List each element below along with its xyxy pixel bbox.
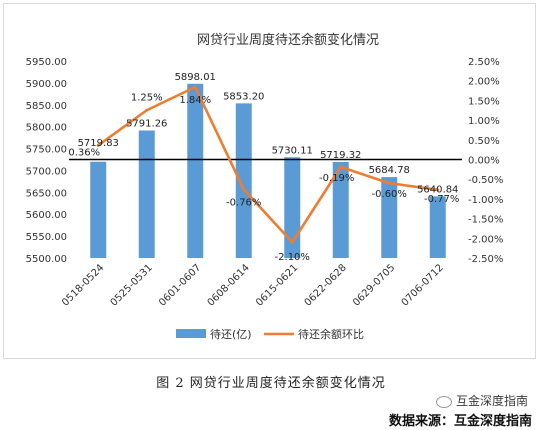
line-point	[290, 240, 294, 244]
y-left-tick-label: 5550.00	[26, 232, 67, 243]
y-right-tick-label: -1.00%	[468, 195, 503, 206]
y-left-tick-label: 5600.00	[26, 210, 67, 221]
bar-value-label: 5640.84	[417, 184, 458, 195]
y-left-tick-label: 5900.00	[26, 79, 67, 90]
line-value-label: 1.84%	[179, 95, 211, 106]
line-point	[145, 108, 149, 112]
x-tick-label: 0608-0614	[206, 262, 252, 308]
line-point	[193, 85, 197, 89]
line-point	[96, 143, 100, 147]
line-point	[339, 165, 343, 169]
bar-value-label: 5719.83	[78, 138, 119, 149]
x-tick-label: 0525-0531	[109, 262, 155, 308]
wechat-icon	[435, 395, 452, 408]
y-right-tick-label: -1.50%	[468, 215, 503, 226]
chart-title: 网贷行业周度待还余额变化情况	[197, 32, 379, 48]
line-point	[242, 187, 246, 191]
bar	[235, 103, 252, 258]
bar	[90, 161, 107, 258]
x-tick-label: 0706-0712	[400, 262, 446, 308]
y-right-tick-label: 2.00%	[468, 77, 500, 88]
x-tick-label: 0615-0621	[254, 262, 300, 308]
line-value-label: 0.36%	[68, 147, 100, 158]
y-left-tick-label: 5750.00	[26, 145, 67, 156]
watermark: 互金深度指南	[435, 392, 528, 409]
legend-label-line: 待还余额环比	[298, 327, 364, 341]
y-right-tick-label: -2.00%	[468, 234, 503, 245]
line-point	[436, 188, 440, 192]
bar-value-label: 5898.01	[175, 72, 216, 83]
line-value-label: -0.77%	[424, 194, 459, 205]
bar-value-label: 5730.11	[272, 145, 313, 156]
y-left-tick-label: 5800.00	[26, 123, 67, 134]
bar	[381, 177, 398, 258]
legend-swatch-bar	[176, 329, 206, 338]
line-series	[97, 85, 438, 244]
bar	[284, 157, 301, 258]
line-value-label: -0.60%	[372, 189, 407, 200]
y-left-tick-label: 5950.00	[26, 57, 67, 68]
y-left-tick-label: 5650.00	[26, 188, 67, 199]
x-tick-label: 0622-0628	[303, 262, 349, 308]
bar-value-label: 5853.20	[223, 91, 264, 102]
y-right-tick-label: -0.50%	[468, 175, 503, 186]
bar-value-label: 5719.32	[320, 150, 361, 161]
y-left-tick-label: 5500.00	[26, 254, 67, 265]
bar	[187, 83, 204, 258]
x-tick-label: 0518-0524	[60, 262, 106, 308]
figure-caption: 图 2 网贷行业周度待还余额变化情况	[156, 376, 386, 391]
y-right-tick-label: 1.00%	[468, 116, 500, 127]
x-tick-label: 0601-0607	[157, 262, 203, 308]
chart-svg: 网贷行业周度待还余额变化情况 5500.00 5550.00 5600.00 5650.…	[26, 32, 504, 341]
bar-value-label: 5791.26	[126, 118, 167, 129]
y-left-tick-label: 5850.00	[26, 101, 67, 112]
line-value-label: 1.25%	[131, 92, 163, 103]
legend-label-bar: 待还(亿)	[210, 327, 252, 341]
bar	[138, 130, 155, 258]
y-left-tick-label: 5700.00	[26, 166, 67, 177]
y-right-tick-label: 2.50%	[468, 57, 500, 68]
y-right-tick-label: 0.50%	[468, 136, 500, 147]
bar	[429, 196, 446, 258]
source-note: 数据来源：互金深度指南	[388, 414, 532, 429]
line-point	[387, 181, 391, 185]
y-right-tick-label: -2.50%	[468, 254, 503, 265]
line-value-label: -0.76%	[226, 197, 261, 208]
x-tick-label: 0629-0705	[351, 262, 397, 308]
bar	[332, 161, 349, 258]
y-right-tick-label: 0.00%	[468, 156, 500, 167]
line-value-label: -0.19%	[319, 173, 354, 184]
watermark-text: 互金深度指南	[455, 394, 528, 408]
bar-value-label: 5684.78	[369, 165, 410, 176]
line-value-label: -2.10%	[275, 252, 310, 263]
y-right-tick-label: 1.50%	[468, 96, 500, 107]
chart-container: 网贷行业周度待还余额变化情况 5500.00 5550.00 5600.00 5650.…	[3, 3, 536, 359]
